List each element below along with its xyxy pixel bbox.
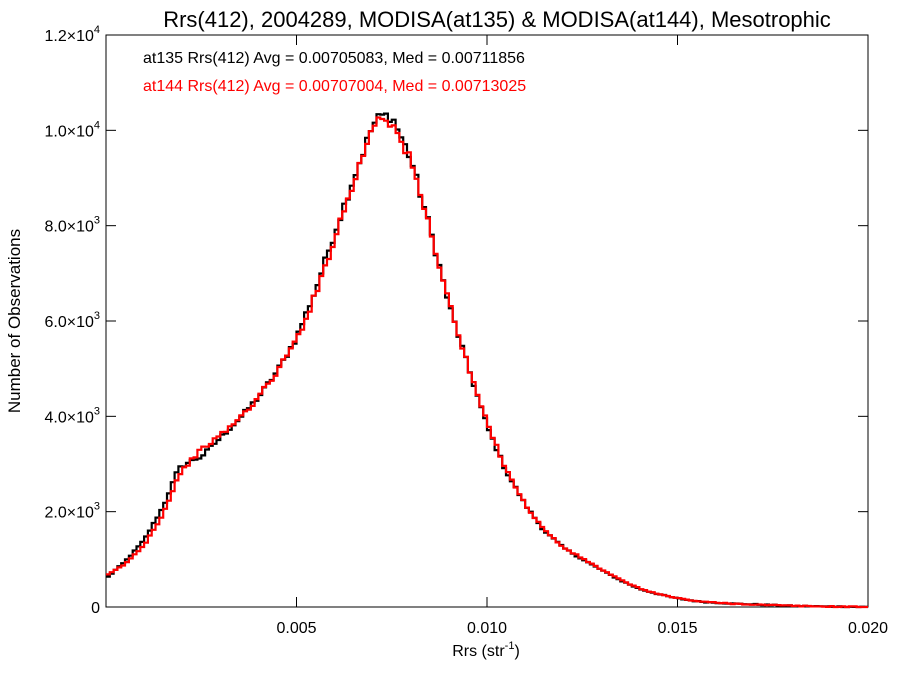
series-line-1 (106, 116, 868, 609)
x-tick-label: 0.010 (467, 620, 507, 637)
plot-area-frame (105, 34, 869, 608)
x-axis-label-sup: -1 (505, 640, 515, 652)
series-line-0 (106, 112, 868, 609)
x-axis-label: Rrs (str-1) (452, 640, 520, 660)
chart-title: Rrs(412), 2004289, MODISA(at135) & MODIS… (163, 7, 831, 32)
annotation-at135: at135 Rrs(412) Avg = 0.00705083, Med = 0… (143, 50, 525, 67)
x-tick-label: 0.015 (657, 620, 697, 637)
x-tick-label: 0.005 (276, 620, 316, 637)
x-axis: 0.005 0.010 0.015 0.020 (276, 35, 888, 637)
y-tick-label: 0 (91, 600, 100, 617)
y-tick-label: 1.2×104 (44, 24, 100, 45)
x-axis-label-end: ) (514, 643, 519, 660)
y-tick-label: 8.0×103 (44, 215, 100, 236)
y-axis-label: Number of Observations (5, 229, 24, 413)
y-tick-label: 4.0×103 (44, 405, 100, 426)
annotation-at144: at144 Rrs(412) Avg = 0.00707004, Med = 0… (143, 78, 526, 95)
series-layer (106, 112, 868, 609)
y-tick-label: 2.0×103 (44, 501, 100, 522)
y-tick-label: 6.0×103 (44, 310, 100, 331)
x-axis-label-main: Rrs (str (452, 643, 505, 660)
y-tick-label: 1.0×104 (44, 119, 100, 140)
x-tick-label: 0.020 (848, 620, 888, 637)
y-axis: 0 2.0×103 4.0×103 6.0×103 8.0×103 1.0×104 1.2×… (44, 24, 868, 617)
